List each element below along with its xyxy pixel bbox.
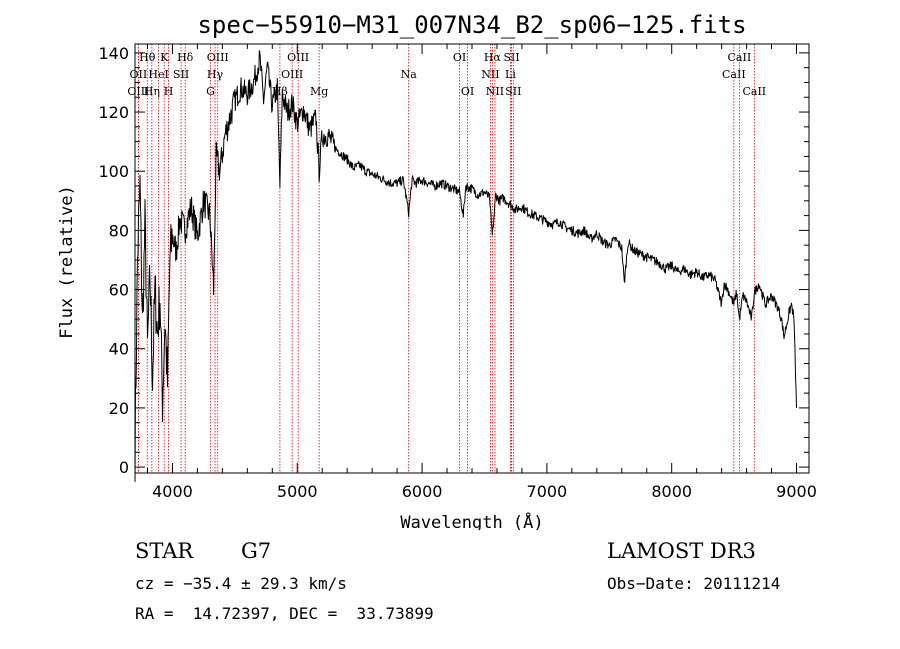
line-label-18: OI xyxy=(461,85,474,98)
object-class: STAR xyxy=(135,539,194,563)
line-label-17: OI xyxy=(453,51,466,64)
line-label-21: NII xyxy=(486,85,504,98)
line-label-6: SII xyxy=(173,68,189,81)
line-label-23: Li xyxy=(505,68,516,81)
line-label-2: OIII xyxy=(127,85,149,98)
plot-frame xyxy=(134,43,810,474)
line-label-12: OIII xyxy=(287,51,309,64)
line-label-22: SII xyxy=(503,51,519,64)
y-tick-label-0: 0 xyxy=(119,458,129,477)
y-tick-label-7: 140 xyxy=(98,44,129,63)
x-axis-label: Wavelength (Å) xyxy=(400,511,543,530)
line-label-19: Hα xyxy=(484,51,502,64)
x-tick-label-5: 9000 xyxy=(776,482,817,501)
line-label-15: Mg xyxy=(310,85,328,98)
line-label-4: HeI xyxy=(148,68,168,81)
line-label-3: K xyxy=(160,51,169,64)
redshift-cz: cz = −35.4 ± 29.3 km/s xyxy=(135,574,347,593)
obs-date: Obs−Date: 20111214 xyxy=(607,574,781,593)
y-tick-label-3: 60 xyxy=(109,281,129,300)
series-line-0 xyxy=(134,50,797,482)
line-label-11: G xyxy=(206,85,215,98)
line-label-26: CaII xyxy=(722,68,746,81)
line-label-25: CaII xyxy=(728,51,752,64)
x-tick-label-0: 4000 xyxy=(152,482,193,501)
y-axis-label: Flux (relative) xyxy=(57,185,77,339)
y-tick-label-1: 20 xyxy=(109,399,129,418)
line-label-20: NII xyxy=(481,68,499,81)
chart-title: spec−55910−M31_007N34_B2_sp06−125.fits xyxy=(197,11,746,39)
x-tick-label-3: 7000 xyxy=(527,482,568,501)
coordinates: RA = 14.72397, DEC = 33.73899 xyxy=(135,604,434,623)
line-label-5: Hη xyxy=(144,85,160,98)
spectrum-chart: spec−55910−M31_007N34_B2_sp06−125.fits H… xyxy=(57,11,817,530)
x-tick-label-1: 5000 xyxy=(277,482,318,501)
x-tick-label-2: 6000 xyxy=(402,482,443,501)
line-label-24: SII xyxy=(505,85,521,98)
line-label-9: OIII xyxy=(207,51,229,64)
line-label-27: CaII xyxy=(742,85,766,98)
line-label-7: H xyxy=(164,85,174,98)
y-tick-label-5: 100 xyxy=(98,162,129,181)
x-tick-label-4: 8000 xyxy=(651,482,692,501)
line-label-10: Hγ xyxy=(207,68,224,81)
object-subclass: G7 xyxy=(241,539,272,563)
y-tick-label-4: 80 xyxy=(109,221,129,240)
series-group xyxy=(134,50,797,482)
survey-name: LAMOST DR3 xyxy=(607,539,756,563)
line-label-8: Hδ xyxy=(177,51,194,64)
axis-ticks: 4000 5000 6000 7000 8000 9000 0 20 40 60 80 100 120 1… xyxy=(98,44,816,501)
y-tick-label-2: 40 xyxy=(109,340,129,359)
line-label-13: OIII xyxy=(281,68,303,81)
line-label-16: Na xyxy=(401,68,418,81)
y-tick-label-6: 120 xyxy=(98,103,129,122)
